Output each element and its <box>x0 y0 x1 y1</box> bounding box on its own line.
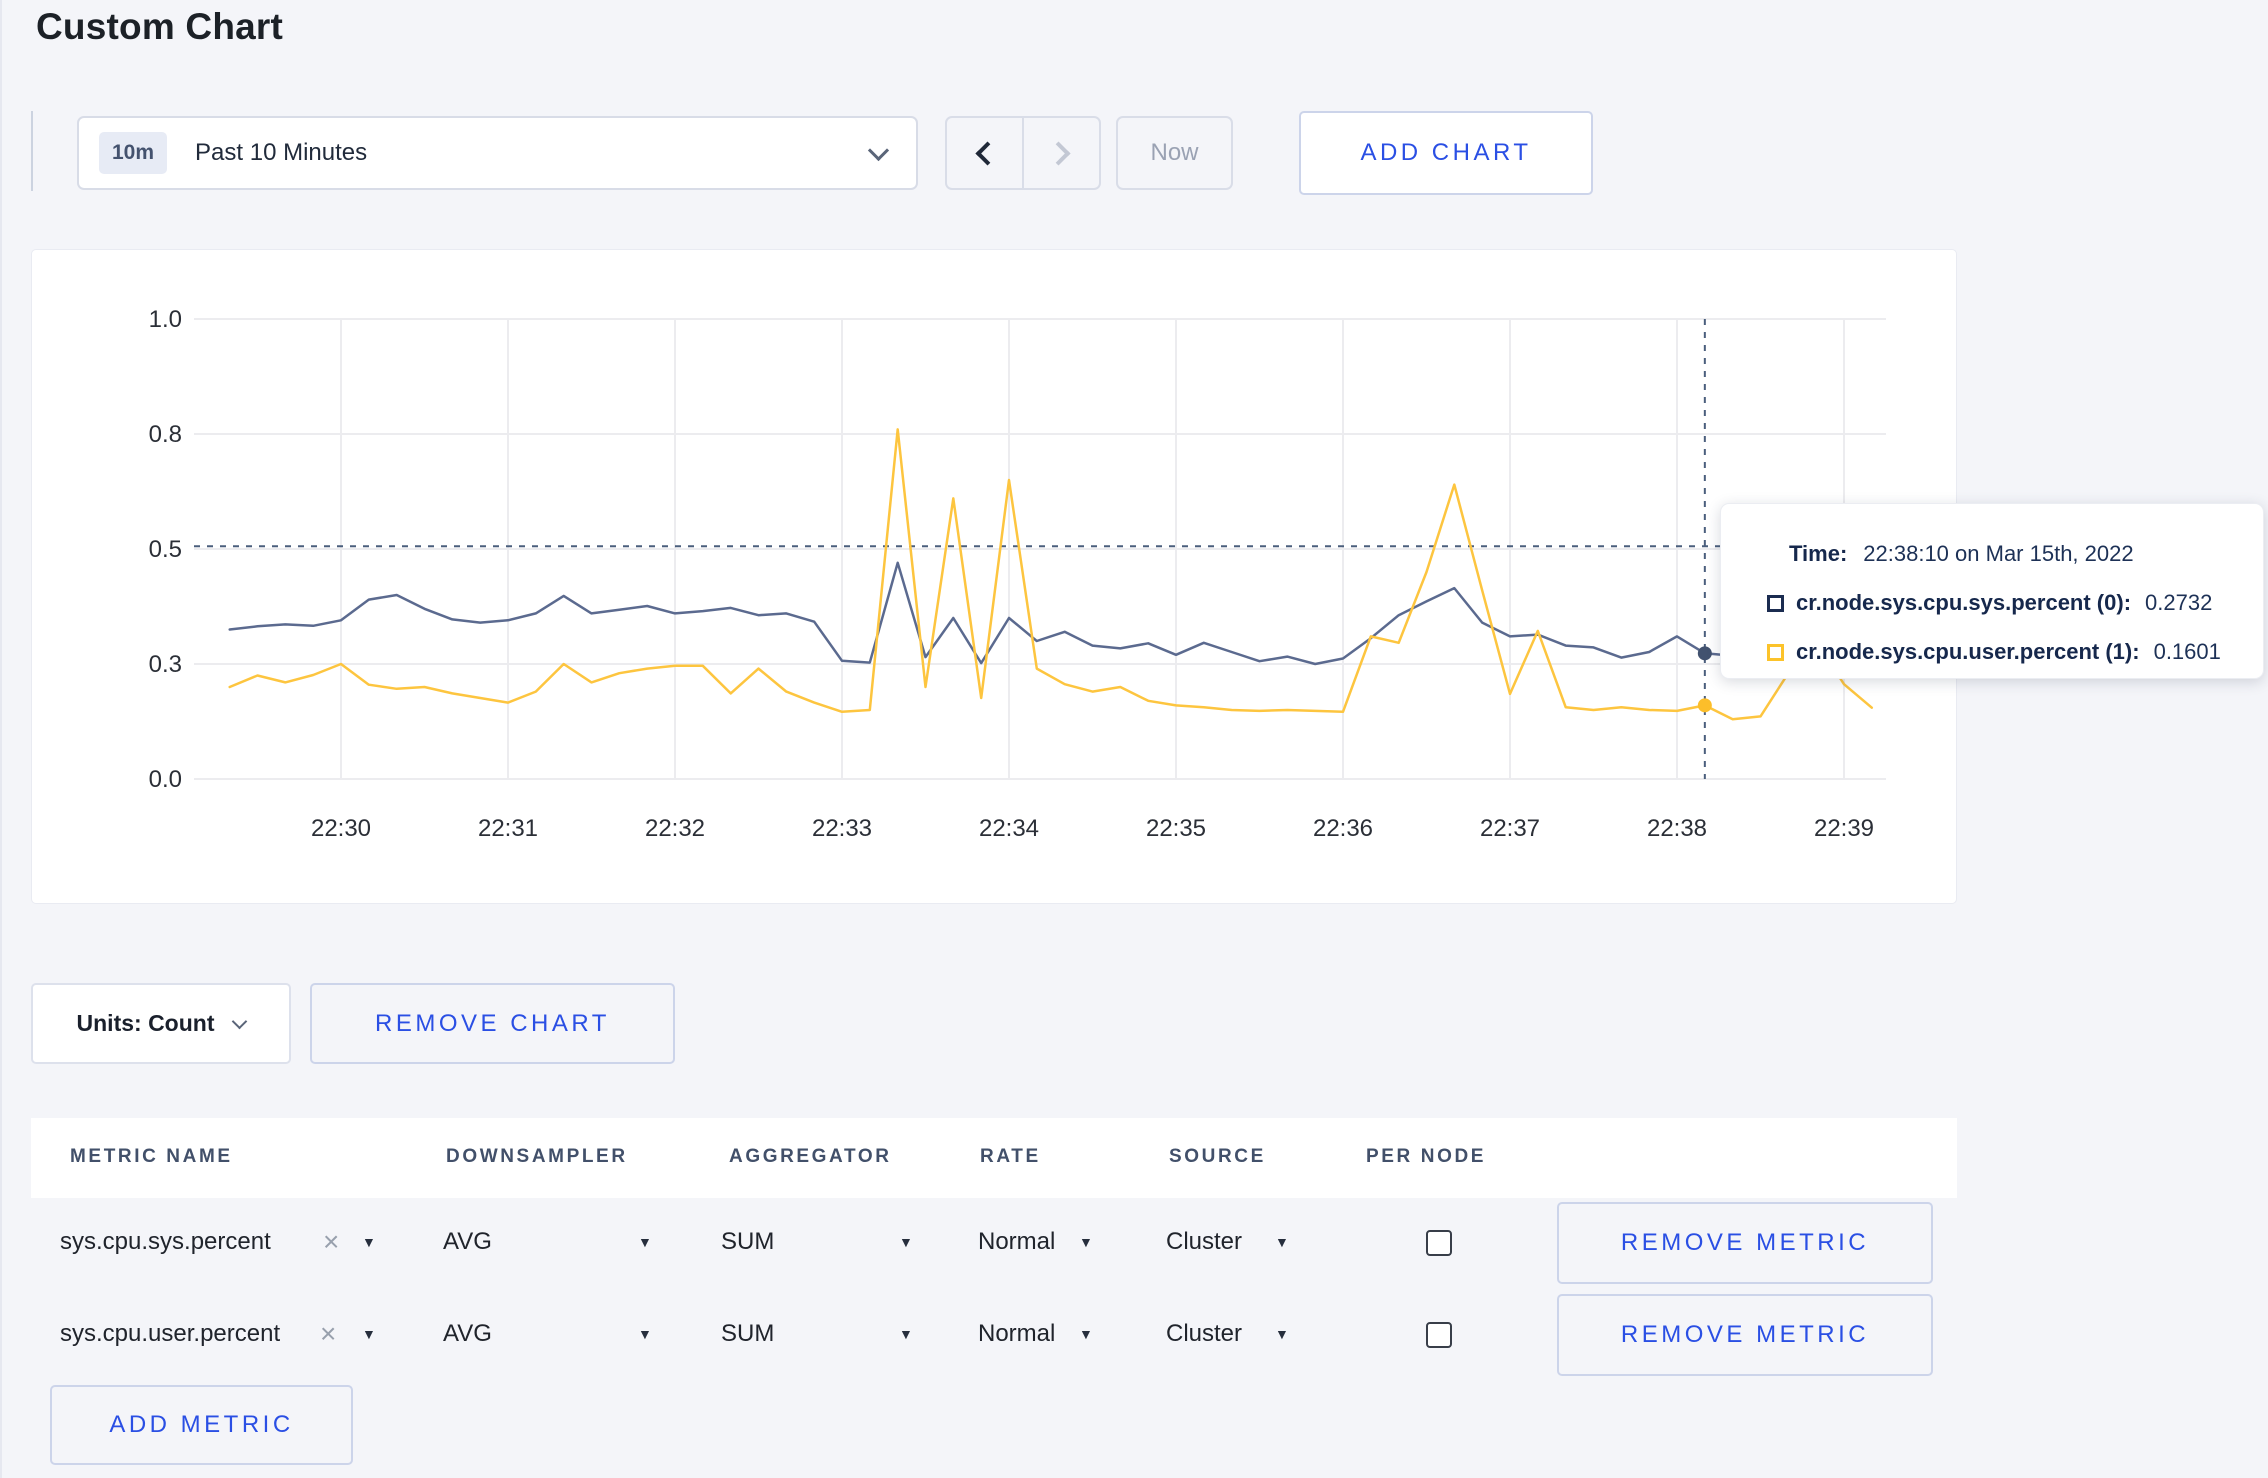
chevron-down-icon <box>867 139 890 161</box>
chevron-left-icon <box>975 140 1000 166</box>
tooltip-series-value: 0.2732 <box>2145 590 2213 615</box>
time-range-select[interactable]: 10m Past 10 Minutes <box>77 116 918 190</box>
col-metric-name: METRIC NAME <box>70 1146 233 1167</box>
tooltip-time-label: Time: <box>1789 541 1848 566</box>
source-select[interactable]: Cluster <box>1166 1320 1243 1347</box>
caret-down-icon[interactable]: ▼ <box>1275 1326 1289 1342</box>
chart-card: 0.0 0.3 0.5 0.8 1.0 22:30 22:31 22:32 22:33 22:34… <box>31 249 1957 904</box>
remove-metric-x-icon[interactable]: × <box>323 1226 340 1257</box>
caret-down-icon[interactable]: ▼ <box>899 1234 913 1250</box>
svg-text:22:31: 22:31 <box>478 815 538 842</box>
time-range-badge: 10m <box>99 132 168 174</box>
time-nav-group <box>945 116 1101 190</box>
svg-text:22:37: 22:37 <box>1480 815 1540 842</box>
tooltip-time-value: 22:38:10 on Mar 15th, 2022 <box>1863 541 2134 566</box>
aggregator-select[interactable]: SUM <box>721 1320 775 1347</box>
chart-tooltip: Time: 22:38:10 on Mar 15th, 2022 cr.node… <box>1720 503 2264 679</box>
tooltip-time-row: Time: 22:38:10 on Mar 15th, 2022 <box>1767 534 2243 574</box>
col-source: SOURCE <box>1169 1146 1266 1167</box>
toolbar-divider <box>31 111 33 191</box>
metrics-table-header: METRIC NAME DOWNSAMPLER AGGREGATOR RATE … <box>31 1118 1957 1198</box>
remove-chart-button[interactable]: REMOVE CHART <box>310 983 675 1064</box>
add-metric-button[interactable]: ADD METRIC <box>50 1385 353 1465</box>
svg-text:0.3: 0.3 <box>149 651 182 678</box>
caret-down-icon[interactable]: ▼ <box>638 1326 652 1342</box>
time-next-button[interactable] <box>1022 118 1099 188</box>
svg-text:0.8: 0.8 <box>149 421 182 448</box>
svg-text:22:33: 22:33 <box>812 815 872 842</box>
svg-text:22:34: 22:34 <box>979 815 1039 842</box>
caret-down-icon[interactable]: ▼ <box>638 1234 652 1250</box>
svg-text:22:30: 22:30 <box>311 815 371 842</box>
time-range-label: Past 10 Minutes <box>195 139 368 166</box>
units-label: Units: Count <box>76 1010 215 1036</box>
caret-down-icon[interactable]: ▼ <box>1079 1326 1093 1342</box>
series-swatch-icon <box>1767 594 1784 612</box>
page-title: Custom Chart <box>36 6 284 47</box>
downsampler-select[interactable]: AVG <box>443 1320 492 1347</box>
svg-text:22:39: 22:39 <box>1814 815 1874 842</box>
tooltip-series-row: cr.node.sys.cpu.user.percent (1): 0.1601 <box>1767 632 2243 672</box>
tooltip-series-name: cr.node.sys.cpu.user.percent (1): <box>1796 639 2140 664</box>
svg-text:22:38: 22:38 <box>1647 815 1707 842</box>
tooltip-series-name: cr.node.sys.cpu.sys.percent (0): <box>1796 590 2132 615</box>
svg-text:22:32: 22:32 <box>645 815 705 842</box>
add-chart-button[interactable]: ADD CHART <box>1299 111 1593 195</box>
caret-down-icon[interactable]: ▼ <box>899 1326 913 1342</box>
source-select[interactable]: Cluster <box>1166 1228 1243 1255</box>
caret-down-icon[interactable]: ▼ <box>362 1234 376 1250</box>
rate-select[interactable]: Normal <box>978 1320 1056 1347</box>
per-node-checkbox[interactable] <box>1426 1322 1452 1348</box>
caret-down-icon[interactable]: ▼ <box>1275 1234 1289 1250</box>
col-per-node: PER NODE <box>1366 1146 1487 1167</box>
chevron-right-icon <box>1046 140 1071 166</box>
chart-svg[interactable]: 0.0 0.3 0.5 0.8 1.0 22:30 22:31 22:32 22:33 22:34… <box>32 250 1956 903</box>
tooltip-series-value: 0.1601 <box>2153 639 2221 664</box>
tooltip-series-row: cr.node.sys.cpu.sys.percent (0): 0.2732 <box>1767 583 2243 623</box>
remove-metric-x-icon[interactable]: × <box>320 1318 337 1349</box>
metric-name-select[interactable]: sys.cpu.user.percent <box>60 1320 281 1347</box>
svg-text:0.0: 0.0 <box>149 766 182 793</box>
remove-metric-button[interactable]: REMOVE METRIC <box>1557 1202 1933 1284</box>
caret-down-icon[interactable]: ▼ <box>362 1326 376 1342</box>
per-node-checkbox[interactable] <box>1426 1230 1452 1256</box>
series-swatch-icon <box>1767 643 1784 661</box>
aggregator-select[interactable]: SUM <box>721 1228 775 1255</box>
units-select[interactable]: Units: Count <box>31 983 291 1064</box>
svg-text:22:36: 22:36 <box>1313 815 1373 842</box>
time-prev-button[interactable] <box>947 118 1022 188</box>
col-rate: RATE <box>980 1146 1041 1167</box>
metric-name-select[interactable]: sys.cpu.sys.percent <box>60 1228 271 1255</box>
svg-text:1.0: 1.0 <box>149 306 182 333</box>
col-downsampler: DOWNSAMPLER <box>446 1146 628 1167</box>
svg-text:0.5: 0.5 <box>149 536 182 563</box>
col-aggregator: AGGREGATOR <box>729 1146 892 1167</box>
caret-down-icon[interactable]: ▼ <box>1079 1234 1093 1250</box>
rate-select[interactable]: Normal <box>978 1228 1056 1255</box>
chevron-down-icon <box>232 1013 248 1030</box>
downsampler-select[interactable]: AVG <box>443 1228 492 1255</box>
now-button[interactable]: Now <box>1116 116 1233 190</box>
remove-metric-button[interactable]: REMOVE METRIC <box>1557 1294 1933 1376</box>
svg-text:22:35: 22:35 <box>1146 815 1206 842</box>
